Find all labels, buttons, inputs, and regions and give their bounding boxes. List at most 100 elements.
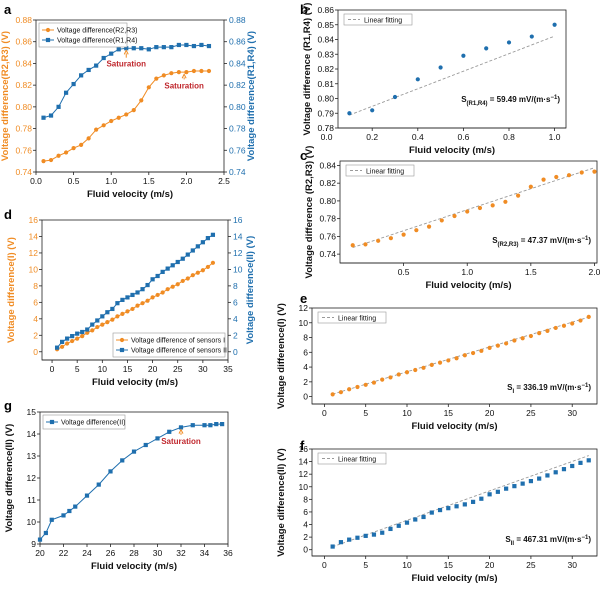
- sensitivity-prefix: S: [492, 236, 498, 245]
- data-point: [120, 311, 125, 316]
- legend-box: [317, 311, 387, 324]
- data-point: [220, 422, 225, 427]
- data-point: [101, 123, 106, 128]
- x-tick-label: 0: [50, 364, 55, 374]
- data-point: [545, 328, 550, 333]
- sensitivity-sub: I: [512, 389, 514, 395]
- data-point: [37, 537, 43, 542]
- y-tick-label: 13: [27, 451, 37, 461]
- annotation-arrowhead: [178, 428, 184, 434]
- data-point: [167, 429, 172, 434]
- data-point: [371, 380, 377, 385]
- data-point: [95, 324, 100, 330]
- x-tick-label: 22: [59, 548, 69, 558]
- y-tick-label: 0.82: [317, 64, 334, 74]
- y-tick-label: 9: [31, 539, 36, 549]
- x-tick-label: 5: [75, 364, 80, 374]
- x-tick-label: 2.5: [218, 176, 230, 186]
- x-axis-title: Fluid velocity (m/s): [92, 377, 178, 388]
- panel-a: a 0.0 0.5 1.0 1.5 2.0 2.5 Fluid velocity (m/s) 0…: [0, 2, 257, 200]
- y-tick-label: 15: [27, 407, 37, 417]
- sensitivity-sub: (R1,R4): [467, 101, 488, 107]
- data-point: [109, 118, 114, 124]
- legend-fit-label: Linear fitting: [338, 456, 376, 463]
- data-point: [60, 344, 65, 349]
- data-point: [404, 370, 410, 375]
- data-point: [462, 353, 467, 358]
- y-tick-label: 10: [27, 517, 37, 527]
- sensitivity-value: = 467.31 mV/(m·s: [514, 535, 582, 544]
- y-tick-label: 12: [29, 248, 39, 258]
- data-point: [75, 336, 80, 341]
- data-point: [80, 329, 85, 335]
- y-tick-label: 8: [33, 281, 38, 291]
- y-tick-label: 6: [303, 347, 308, 357]
- y-tick-label: 6: [303, 507, 308, 517]
- sensitivity-prefix: S: [507, 383, 513, 392]
- y-right-tick-label: 10: [233, 264, 243, 274]
- data-point: [210, 260, 216, 265]
- data-point: [561, 323, 567, 328]
- x-axis-title: Fluid velocity (m/s): [87, 189, 173, 200]
- legend-label: Voltage difference of sensors II: [131, 348, 227, 355]
- x-tick-label: 32: [176, 548, 186, 558]
- x-tick-label: 30: [153, 548, 163, 558]
- data-point: [170, 284, 175, 289]
- data-point: [586, 314, 591, 319]
- data-point: [165, 287, 170, 292]
- y-tick-label: 14: [29, 231, 39, 241]
- data-point: [125, 295, 130, 300]
- y-right-tick-label: 14: [233, 231, 243, 241]
- data-point: [347, 111, 352, 116]
- data-point: [140, 301, 145, 306]
- y-tick-label: 0.85: [317, 20, 334, 30]
- data-point: [169, 71, 174, 76]
- data-point: [537, 331, 542, 336]
- data-point: [65, 336, 70, 341]
- data-point: [131, 108, 136, 113]
- panel-label-g: g: [4, 398, 12, 413]
- y-tick-label: 0.80: [15, 102, 32, 112]
- y-right-tick-label: 0: [233, 347, 238, 357]
- x-tick-label: 15: [444, 560, 454, 570]
- data-point: [140, 287, 145, 292]
- y-tick-label: 0.82: [319, 178, 336, 188]
- data-point: [570, 463, 575, 469]
- sensitivity-end: ): [557, 95, 560, 104]
- sensitivity-sup: −1: [550, 95, 558, 101]
- data-point: [73, 504, 78, 509]
- legend-swatch-marker: [119, 337, 125, 343]
- y-tick-label: 2: [303, 377, 308, 387]
- y-axis-title: Voltage difference(II) (V): [276, 448, 287, 557]
- data-point: [139, 46, 144, 51]
- y-tick-label: 8: [303, 333, 308, 343]
- data-point: [454, 504, 459, 509]
- annotation-saturation: Saturation: [106, 60, 146, 69]
- x-tick-label: 25: [526, 560, 536, 570]
- data-point: [355, 535, 360, 540]
- sensitivity-sub: II: [511, 541, 515, 547]
- legend-swatch-marker: [119, 347, 125, 353]
- data-point: [60, 339, 65, 344]
- y-tick-label: 0.84: [317, 35, 334, 45]
- y-tick-label: 0.78: [15, 124, 32, 134]
- x-tick-label: 34: [200, 548, 210, 558]
- y-right-tick-label: 0.82: [229, 80, 246, 90]
- x-tick-label: 0.8: [503, 132, 515, 142]
- data-point: [438, 65, 443, 70]
- data-point: [452, 213, 457, 219]
- data-point: [554, 174, 559, 180]
- data-point: [165, 266, 170, 271]
- data-point: [512, 338, 517, 343]
- sensitivity-value: = 59.49 mV/(m·s: [488, 95, 551, 104]
- sensitivity-prefix: S: [461, 95, 467, 104]
- x-tick-label: 0.6: [457, 132, 469, 142]
- x-tick-label: 1.0: [549, 132, 561, 142]
- data-point: [537, 476, 542, 481]
- y-tick-label: 16: [299, 444, 309, 454]
- y-right-tick-label: 0.88: [229, 15, 246, 25]
- data-point: [426, 224, 432, 229]
- data-point: [116, 115, 121, 120]
- x-axis-title: Fluid velocity (m/s): [411, 421, 497, 432]
